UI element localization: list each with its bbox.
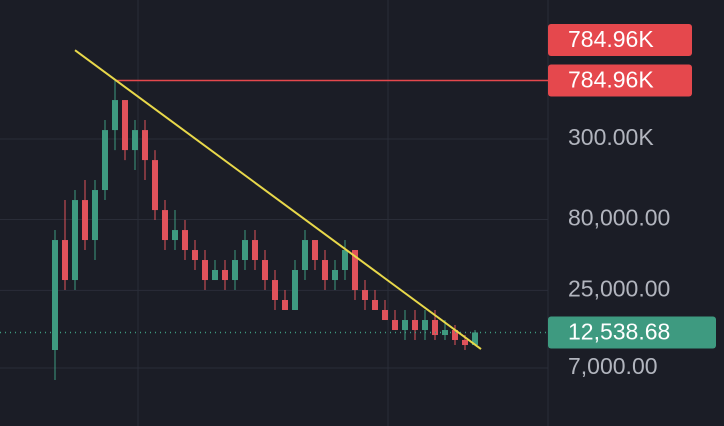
candle-body: [72, 200, 78, 281]
last-price-badge: [548, 316, 716, 349]
candle-body: [242, 240, 248, 261]
candle-body: [82, 200, 88, 241]
y-tick-label: 7,000.00: [568, 353, 658, 379]
candle-body: [452, 330, 458, 340]
candle-body: [202, 260, 208, 281]
candle-body: [392, 320, 398, 331]
candle-body: [412, 320, 418, 331]
candle-body: [372, 300, 378, 310]
candle-body: [132, 130, 138, 151]
highlight-price-badge: [548, 64, 692, 97]
candle-body: [302, 240, 308, 271]
candle-body: [162, 210, 168, 241]
candle-body: [182, 230, 188, 251]
candle-body: [172, 230, 178, 241]
y-tick-label: 25,000.00: [568, 275, 670, 301]
candle-body: [332, 270, 338, 281]
candle-body: [462, 339, 468, 346]
candle-body: [102, 130, 108, 191]
candle-body: [262, 260, 268, 281]
candle-body: [472, 332, 478, 346]
candle-body: [432, 320, 438, 336]
candle-body: [422, 320, 428, 331]
candle-body: [232, 260, 238, 281]
candle-body: [222, 270, 228, 281]
candle-body: [192, 250, 198, 261]
candle-body: [142, 130, 148, 161]
y-tick-label: 80,000.00: [568, 205, 670, 231]
candle-body: [312, 240, 318, 261]
high-price-badge: [548, 24, 692, 56]
candle-body: [152, 160, 158, 211]
highlight-price-badge-label: 784.96K: [568, 67, 654, 93]
candle-body: [342, 250, 348, 271]
candle-body: [382, 309, 388, 321]
trend-line: [74, 49, 482, 350]
candle-body: [402, 320, 408, 331]
candle-body: [52, 240, 58, 351]
candle-body: [92, 190, 98, 241]
candle-body: [62, 240, 68, 281]
candle-body: [282, 300, 288, 310]
candle-body: [322, 260, 328, 281]
candle-body: [352, 250, 358, 291]
candle-body: [362, 290, 368, 301]
candle-body: [112, 100, 118, 131]
candle-body: [292, 270, 298, 310]
high-price-badge-label: 784.96K: [568, 26, 654, 52]
candle-body: [272, 280, 278, 301]
candle-body: [122, 100, 128, 151]
candle-body: [252, 240, 258, 261]
y-tick-label: 300.00K: [568, 124, 654, 150]
last-price-badge-label: 12,538.68: [568, 319, 670, 345]
candle-body: [212, 270, 218, 281]
